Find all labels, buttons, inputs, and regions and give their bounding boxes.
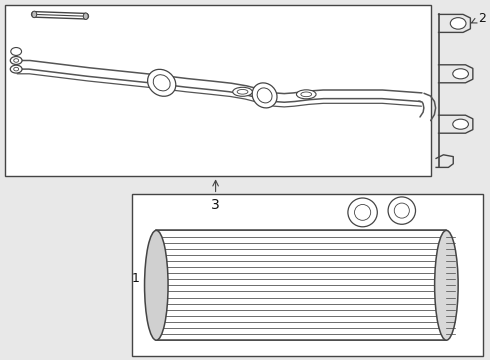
Ellipse shape	[145, 230, 168, 340]
Ellipse shape	[153, 75, 170, 91]
Bar	[132, 194, 483, 356]
Ellipse shape	[147, 69, 176, 96]
Text: 3: 3	[211, 198, 220, 212]
Ellipse shape	[237, 90, 248, 94]
Bar	[5, 5, 431, 176]
Ellipse shape	[450, 18, 466, 29]
Ellipse shape	[14, 67, 19, 71]
Ellipse shape	[296, 90, 316, 99]
Ellipse shape	[453, 69, 468, 79]
Ellipse shape	[32, 11, 37, 18]
Ellipse shape	[11, 48, 22, 55]
Text: 2: 2	[471, 12, 486, 24]
Ellipse shape	[252, 83, 277, 108]
Ellipse shape	[83, 13, 88, 19]
Ellipse shape	[301, 92, 312, 96]
Ellipse shape	[10, 65, 22, 73]
Ellipse shape	[233, 87, 252, 96]
Ellipse shape	[257, 88, 272, 103]
Ellipse shape	[355, 204, 370, 220]
Ellipse shape	[435, 230, 458, 340]
Ellipse shape	[10, 57, 22, 64]
Ellipse shape	[394, 203, 409, 218]
Ellipse shape	[388, 197, 416, 224]
Ellipse shape	[348, 198, 377, 227]
Text: 1: 1	[132, 271, 152, 285]
Ellipse shape	[453, 119, 468, 129]
Ellipse shape	[14, 59, 19, 62]
